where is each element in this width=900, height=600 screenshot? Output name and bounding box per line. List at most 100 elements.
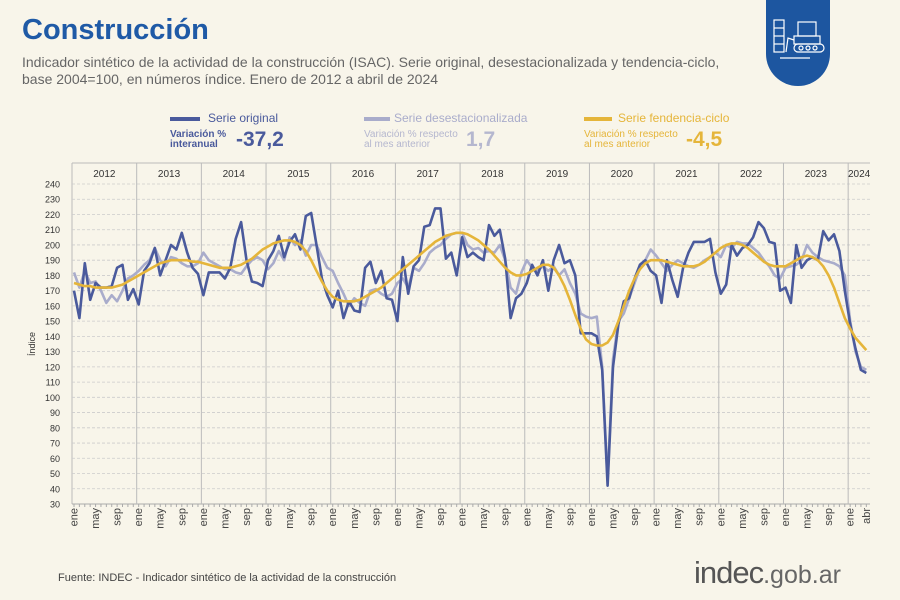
- logo-suffix: .gob.ar: [763, 561, 841, 589]
- source-note: Fuente: INDEC - Indicador sintético de l…: [58, 572, 397, 584]
- legend-desestacionalizada: Serie desestacionalizada: [364, 111, 527, 125]
- series-line-tendencia-ciclo: [73, 231, 868, 351]
- x-tick-label: may: [737, 508, 749, 529]
- y-tick-label: 140: [45, 332, 60, 342]
- y-tick-label: 170: [45, 286, 60, 296]
- year-label: 2015: [287, 169, 310, 180]
- y-tick-label: 80: [50, 423, 60, 433]
- legend-tendencia: Serie fendencia-ciclo: [584, 111, 729, 125]
- x-tick-label: ene: [845, 508, 857, 526]
- year-label: 2013: [158, 169, 181, 180]
- y-tick-label: 200: [45, 240, 60, 250]
- y-tick-label: 230: [45, 195, 60, 205]
- x-tick-label: sep: [694, 508, 706, 526]
- year-label: 2012: [93, 169, 116, 180]
- legend-label: Serie desestacionalizada: [394, 111, 528, 125]
- x-tick-label: may: [90, 508, 102, 529]
- x-tick-label: may: [219, 508, 231, 529]
- y-tick-label: 120: [45, 362, 60, 372]
- year-label: 2014: [223, 169, 246, 180]
- x-tick-label: sep: [370, 508, 382, 526]
- variation-desestacionalizada: Variación % respecto al mes anterior 1,7: [364, 128, 495, 152]
- x-tick-label: sep: [823, 508, 835, 526]
- x-tick-label: sep: [435, 508, 447, 526]
- page-subtitle: Indicador sintético de la actividad de l…: [22, 54, 720, 87]
- variation-value: -4,5: [686, 128, 723, 151]
- y-tick-label: 40: [50, 484, 60, 494]
- variation-original: Variación % interanual -37,2: [170, 128, 284, 152]
- x-tick-label: sep: [306, 508, 318, 526]
- page-title: Construcción: [22, 14, 209, 46]
- x-tick-label: may: [478, 508, 490, 529]
- legend-original: Serie original: [170, 111, 278, 125]
- y-tick-label: 210: [45, 225, 60, 235]
- y-tick-label: 60: [50, 454, 60, 464]
- x-tick-label: may: [672, 508, 684, 529]
- x-tick-label: ene: [521, 508, 533, 526]
- series-line-desestacionalizada: [72, 231, 867, 483]
- x-tick-label: ene: [457, 508, 469, 526]
- x-tick-label: may: [802, 508, 814, 529]
- legend-swatch: [170, 116, 200, 121]
- variation-label: Variación % interanual: [170, 129, 227, 150]
- x-tick-label: may: [608, 508, 620, 529]
- legend-label: Serie fendencia-ciclo: [618, 111, 730, 125]
- x-tick-label: ene: [327, 508, 339, 526]
- x-tick-label: sep: [176, 508, 188, 526]
- year-label: 2022: [740, 169, 763, 180]
- y-axis-label: Índice: [27, 332, 37, 356]
- x-tick-label: ene: [69, 508, 81, 526]
- x-tick-label: may: [543, 508, 555, 529]
- x-tick-label: ene: [715, 508, 727, 526]
- y-tick-label: 180: [45, 271, 60, 281]
- y-tick-label: 240: [45, 180, 60, 190]
- construction-bulldozer-icon: [766, 0, 830, 86]
- x-tick-label: ene: [780, 508, 792, 526]
- variation-value: -37,2: [236, 128, 284, 151]
- x-tick-label: ene: [133, 508, 145, 526]
- variation-value: 1,7: [466, 128, 496, 151]
- x-tick-label: sep: [241, 508, 253, 526]
- x-tick-label: ene: [586, 508, 598, 526]
- x-tick-label: may: [155, 508, 167, 529]
- year-label: 2019: [546, 169, 569, 180]
- x-tick-label: sep: [758, 508, 770, 526]
- y-tick-label: 110: [46, 378, 60, 388]
- indec-logo: indec.gob.ar: [694, 555, 841, 591]
- x-tick-label: may: [413, 508, 425, 529]
- y-tick-label: 30: [50, 500, 60, 510]
- year-label: 2018: [481, 169, 504, 180]
- variation-label: Variación % respecto al mes anterior: [584, 129, 678, 150]
- y-tick-label: 190: [45, 256, 60, 266]
- x-tick-label: abr: [861, 508, 873, 524]
- x-tick-label: ene: [263, 508, 275, 526]
- y-tick-label: 130: [45, 347, 60, 357]
- y-tick-label: 150: [45, 317, 60, 327]
- x-tick-label: ene: [198, 508, 210, 526]
- legend-swatch: [364, 116, 390, 121]
- y-tick-label: 100: [45, 393, 60, 403]
- year-label: 2017: [417, 169, 440, 180]
- x-tick-label: sep: [629, 508, 641, 526]
- y-tick-label: 90: [50, 408, 60, 418]
- x-tick-label: sep: [564, 508, 576, 526]
- y-tick-label: 70: [50, 439, 60, 449]
- x-tick-label: sep: [112, 508, 124, 526]
- y-tick-label: 160: [45, 301, 60, 311]
- logo-text: indec: [694, 555, 764, 590]
- legend-swatch: [584, 116, 612, 121]
- x-tick-label: may: [284, 508, 296, 529]
- x-tick-label: ene: [651, 508, 663, 526]
- year-label: 2020: [611, 169, 634, 180]
- year-label: 2021: [675, 169, 698, 180]
- y-tick-label: 220: [45, 210, 60, 220]
- variation-label: Variación % respecto al mes anterior: [364, 129, 458, 150]
- series-line-original: [72, 207, 867, 487]
- x-tick-label: sep: [500, 508, 512, 526]
- x-tick-label: ene: [392, 508, 404, 526]
- variation-tendencia: Variación % respecto al mes anterior -4,5: [584, 128, 722, 152]
- legend-label: Serie original: [208, 111, 279, 125]
- year-label: 2023: [805, 169, 828, 180]
- year-label: 2024: [848, 169, 871, 180]
